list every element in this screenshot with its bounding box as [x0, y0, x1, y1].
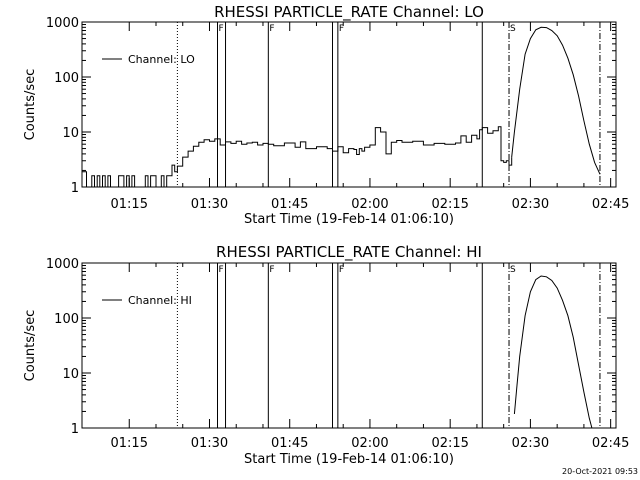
legend-label: Channel: HI [128, 294, 192, 307]
flag-label: F [339, 265, 344, 275]
x-tick-label: 01:30 [191, 436, 228, 451]
x-tick-label: 02:15 [431, 197, 468, 212]
y-tick-label: 1 [71, 181, 79, 196]
chart-title: RHESSI PARTICLE_RATE Channel: LO [214, 3, 484, 22]
series-line [82, 126, 513, 188]
x-tick-label: 01:45 [271, 197, 308, 212]
flag-label: F [219, 24, 224, 34]
x-tick-label: 01:45 [271, 436, 308, 451]
series-line [511, 26, 601, 175]
x-tick-label: 02:45 [592, 197, 629, 212]
x-tick-label: 01:15 [111, 436, 148, 451]
x-axis-label: Start Time (19-Feb-14 01:06:10) [244, 452, 454, 467]
x-tick-label: 02:15 [431, 436, 468, 451]
plot-frame [81, 262, 617, 429]
flag-label: F [219, 265, 224, 275]
y-axis-label: Counts/sec [23, 310, 38, 382]
x-tick-label: 02:00 [351, 197, 388, 212]
y-axis-label: Counts/sec [23, 69, 38, 141]
y-tick-label: 100 [54, 312, 79, 327]
flag-label: F [339, 24, 344, 34]
y-tick-label: 1000 [46, 16, 79, 31]
flag-label: F [269, 265, 274, 275]
chart-title: RHESSI PARTICLE_RATE Channel: HI [216, 243, 482, 262]
y-tick-label: 10 [62, 126, 79, 141]
chart-panel-hi: RHESSI PARTICLE_RATE Channel: HI Start Ti… [23, 243, 629, 467]
flag-label: S [510, 265, 516, 275]
y-tick-label: 1 [71, 422, 79, 437]
x-tick-label: 02:45 [592, 436, 629, 451]
flag-label: F [269, 24, 274, 34]
plot-frame [81, 21, 617, 188]
x-tick-label: 01:30 [191, 197, 228, 212]
legend-label: Channel: LO [128, 53, 195, 66]
x-tick-label: 01:15 [111, 197, 148, 212]
y-tick-label: 10 [62, 367, 79, 382]
flag-label: S [510, 24, 516, 34]
x-axis-label: Start Time (19-Feb-14 01:06:10) [244, 212, 454, 227]
x-tick-label: 02:00 [351, 436, 388, 451]
timestamp: 20-Oct-2021 09:53 [562, 467, 638, 476]
y-tick-label: 100 [54, 71, 79, 86]
chart-panel-lo: RHESSI PARTICLE_RATE Channel: LO Start Ti… [23, 3, 629, 227]
series-line [513, 275, 593, 429]
y-tick-label: 1000 [46, 257, 79, 272]
x-tick-label: 02:30 [512, 197, 549, 212]
x-tick-label: 02:30 [512, 436, 549, 451]
